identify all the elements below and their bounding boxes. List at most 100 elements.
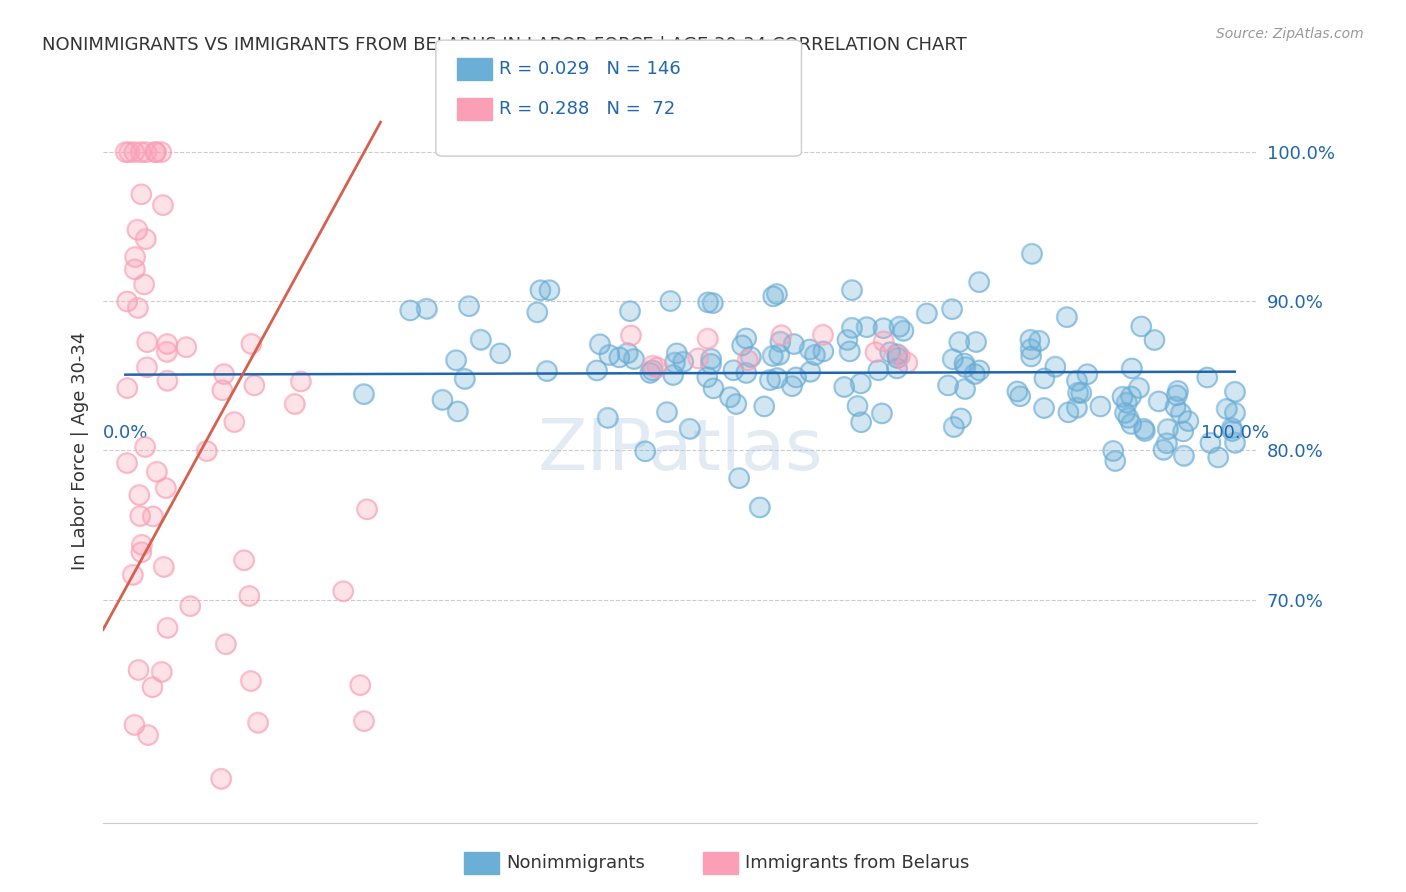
Point [1033,401,1056,415]
Point [965,334,987,349]
Point [457,299,479,313]
Point [886,347,908,361]
Point [870,406,893,420]
Point [128,663,150,677]
Point [889,349,911,363]
Point [349,678,371,692]
Point [1121,361,1143,376]
Point [1021,246,1043,260]
Point [1167,384,1189,398]
Point [132,277,155,292]
Point [1019,342,1042,356]
Point [399,303,422,318]
Point [444,353,467,368]
Point [1199,435,1222,450]
Point [212,367,235,381]
Point [1133,424,1156,438]
Point [353,714,375,728]
Point [115,294,138,309]
Point [536,364,558,378]
Point [239,673,262,688]
Point [868,363,890,377]
Text: 0.0%: 0.0% [103,425,148,442]
Point [896,355,918,369]
Point [1010,389,1032,403]
Point [596,410,619,425]
Point [1102,443,1125,458]
Point [735,331,758,345]
Point [967,275,990,289]
Point [179,599,201,613]
Text: ZIPatlas: ZIPatlas [537,416,823,485]
Point [1223,406,1246,420]
Point [737,353,759,368]
Point [150,665,173,679]
Point [284,397,307,411]
Point [731,338,754,352]
Point [665,346,688,360]
Point [1133,424,1156,438]
Point [731,338,754,352]
Point [1115,395,1137,409]
Point [700,357,723,371]
Point [936,378,959,392]
Point [1121,417,1143,431]
Point [702,296,724,310]
Point [1156,436,1178,450]
Point [965,334,987,349]
Point [156,374,179,388]
Point [811,327,834,342]
Point [1220,424,1243,438]
Point [155,481,177,495]
Point [1104,454,1126,468]
Point [444,353,467,368]
Point [1115,395,1137,409]
Point [915,306,938,320]
Point [142,509,165,524]
Point [1143,333,1166,347]
Point [702,381,724,395]
Point [942,352,965,367]
Point [955,359,977,374]
Point [536,364,558,378]
Point [127,222,149,236]
Point [886,351,908,365]
Point [152,559,174,574]
Point [1057,405,1080,419]
Point [846,399,869,413]
Point [785,370,807,384]
Point [1171,425,1194,439]
Point [870,406,893,420]
Point [1019,350,1042,364]
Point [136,728,159,742]
Point [1223,384,1246,399]
Point [156,336,179,351]
Point [1156,422,1178,436]
Point [1128,381,1150,395]
Point [762,289,785,303]
Point [156,621,179,635]
Point [1147,394,1170,409]
Point [761,349,783,363]
Point [837,333,859,347]
Point [737,353,759,368]
Point [664,355,686,369]
Point [948,334,970,349]
Text: R = 0.029   N = 146: R = 0.029 N = 146 [499,60,681,78]
Point [135,145,157,159]
Point [332,584,354,599]
Point [589,337,612,351]
Point [1199,435,1222,450]
Point [124,250,146,264]
Point [470,333,492,347]
Point [672,354,695,368]
Point [156,344,179,359]
Point [855,320,877,334]
Point [832,380,855,394]
Point [841,283,863,297]
Point [233,553,256,567]
Point [238,589,260,603]
Point [936,378,959,392]
Point [1056,310,1078,324]
Point [195,444,218,458]
